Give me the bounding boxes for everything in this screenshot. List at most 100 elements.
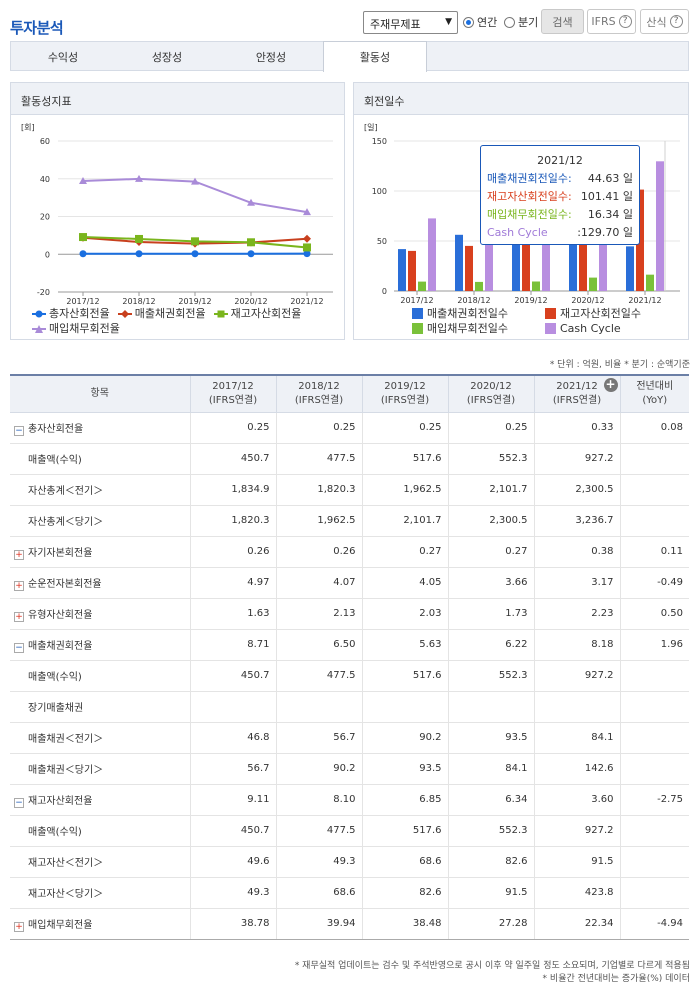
radio-quarter[interactable]: 분기 — [504, 14, 538, 30]
x-tick-label: 2020/12 — [234, 297, 267, 306]
data-point — [303, 250, 311, 258]
value-cell: 82.6 — [361, 877, 448, 909]
y-tick-label: 50 — [377, 237, 387, 246]
row-label-cell[interactable]: + 매입채무회전율 — [10, 908, 190, 940]
tooltip-label: 재고자산회전일수: — [487, 190, 572, 203]
value-cell: 46.8 — [189, 722, 276, 754]
value-cell: 93.5 — [447, 722, 534, 754]
collapse-icon[interactable]: − — [14, 797, 24, 808]
value-cell: 91.5 — [533, 846, 620, 878]
value-cell: 927.2 — [533, 443, 620, 475]
legend-swatch — [412, 323, 423, 334]
legend-item[interactable]: 총자산회전율 — [32, 306, 110, 321]
row-label: 유형자산회전율 — [28, 609, 93, 621]
expand-icon[interactable]: + — [14, 611, 24, 622]
value-cell — [447, 691, 534, 723]
column-header: 2017/12 (IFRS연결) — [189, 375, 276, 413]
tab-growth[interactable]: 성장성 — [151, 50, 183, 64]
expand-icon[interactable]: + — [14, 549, 24, 560]
value-cell: 84.1 — [533, 722, 620, 754]
radio-annual[interactable]: 연간 — [463, 14, 497, 30]
value-cell: 6.34 — [447, 784, 534, 816]
x-tick-label: 2018/12 — [122, 297, 155, 306]
search-button[interactable]: 검색 — [541, 9, 584, 34]
legend-item[interactable]: 매입채무회전일수 — [412, 321, 537, 336]
x-tick-label: 2019/12 — [514, 296, 547, 305]
table-row: − 재고자산회전율 9.11 8.10 6.85 6.34 3.60 -2.75 — [10, 784, 689, 816]
tab-stability[interactable]: 안정성 — [255, 50, 287, 64]
header-label: 2019/12 (IFRS연결) — [380, 380, 430, 406]
bar — [418, 281, 426, 291]
table-row: 재고자산＜당기＞ 49.3 68.6 82.6 91.5 423.8 — [10, 877, 689, 909]
row-label: 총자산회전율 — [28, 423, 84, 435]
statement-type-select[interactable]: 주재무제표 ▼ — [363, 11, 458, 34]
header-label: 2018/12 (IFRS연결) — [294, 380, 344, 406]
radio-unchecked-icon — [504, 16, 515, 28]
data-point — [303, 243, 311, 252]
value-cell: 49.6 — [189, 846, 276, 878]
value-cell: 68.6 — [361, 846, 448, 878]
value-cell: 0.26 — [275, 536, 362, 568]
expand-icon[interactable]: + — [14, 580, 24, 591]
column-header: 2018/12 (IFRS연결) — [275, 375, 362, 413]
value-cell: 9.11 — [189, 784, 276, 816]
value-cell — [619, 505, 689, 537]
ifrs-help-button[interactable]: IFRS? — [587, 9, 636, 34]
value-cell — [275, 691, 362, 723]
header-label: 항목 — [90, 387, 109, 399]
add-column-icon[interactable]: + — [603, 377, 618, 392]
tooltip-value: 101.41 일 — [580, 190, 633, 203]
legend-label: 재고자산회전율 — [230, 307, 302, 320]
x-tick-label: 2017/12 — [66, 297, 99, 306]
y-tick-label: -20 — [37, 288, 50, 297]
value-cell: 2.03 — [361, 598, 448, 630]
legend-item[interactable]: 매출채권회전율 — [117, 306, 206, 321]
value-cell: -2.75 — [619, 784, 689, 816]
data-point — [191, 237, 199, 246]
row-label: 매출액(수익) — [28, 827, 82, 838]
table-row: 재고자산＜전기＞ 49.6 49.3 68.6 82.6 91.5 — [10, 846, 689, 878]
table-header-row: 항목 2017/12 (IFRS연결) 2018/12 (IFRS연결) 201… — [10, 375, 689, 413]
bar — [532, 281, 540, 291]
row-label-cell[interactable]: + 유형자산회전율 — [10, 598, 190, 630]
value-cell: 0.25 — [361, 412, 448, 444]
row-label-cell[interactable]: − 매출채권회전율 — [10, 629, 190, 661]
row-label-cell[interactable]: + 자기자본회전율 — [10, 536, 190, 568]
value-cell: 927.2 — [533, 815, 620, 847]
legend-item[interactable]: 재고자산회전율 — [213, 306, 302, 321]
legend-swatch — [412, 308, 423, 319]
value-cell: 2.23 — [533, 598, 620, 630]
value-cell: 0.33 — [533, 412, 620, 444]
legend-swatch — [545, 323, 556, 334]
value-cell: 91.5 — [447, 877, 534, 909]
tab-activity[interactable]: 활동성 — [323, 41, 427, 72]
expand-icon[interactable]: + — [14, 921, 24, 932]
x-tick-label: 2020/12 — [571, 296, 604, 305]
collapse-icon[interactable]: − — [14, 425, 24, 436]
row-label-cell[interactable]: + 순운전자본회전율 — [10, 567, 190, 599]
value-cell: 477.5 — [275, 443, 362, 475]
legend-item[interactable]: 매입채무회전율 — [32, 321, 120, 336]
row-label: 매출채권＜당기＞ — [28, 765, 104, 776]
value-cell: 6.85 — [361, 784, 448, 816]
collapse-icon[interactable]: − — [14, 642, 24, 653]
legend-item[interactable]: 재고자산회전일수 — [545, 306, 641, 321]
tooltip-value: 16.34 일 — [587, 208, 633, 221]
activity-data-table: 항목 2017/12 (IFRS연결) 2018/12 (IFRS연결) 201… — [10, 374, 689, 940]
value-cell: 82.6 — [447, 846, 534, 878]
legend-item[interactable]: Cash Cycle — [545, 321, 621, 336]
tab-profitability[interactable]: 수익성 — [47, 50, 79, 64]
row-label-cell[interactable]: − 재고자산회전율 — [10, 784, 190, 816]
value-cell: 22.34 — [533, 908, 620, 940]
legend-label: 매입채무회전율 — [49, 322, 120, 335]
row-label: 자산총계＜전기＞ — [28, 486, 104, 497]
row-label: 장기매출채권 — [28, 703, 84, 714]
value-cell: 423.8 — [533, 877, 620, 909]
value-cell: 2,300.5 — [533, 474, 620, 506]
header-label: 2020/12 (IFRS연결) — [466, 380, 516, 406]
legend-item[interactable]: 매출채권회전일수 — [412, 306, 537, 321]
row-label-cell[interactable]: − 총자산회전율 — [10, 412, 190, 444]
header-label: 전년대비 (YoY) — [636, 380, 674, 406]
bar — [569, 232, 577, 291]
formula-help-button[interactable]: 산식? — [640, 9, 689, 34]
